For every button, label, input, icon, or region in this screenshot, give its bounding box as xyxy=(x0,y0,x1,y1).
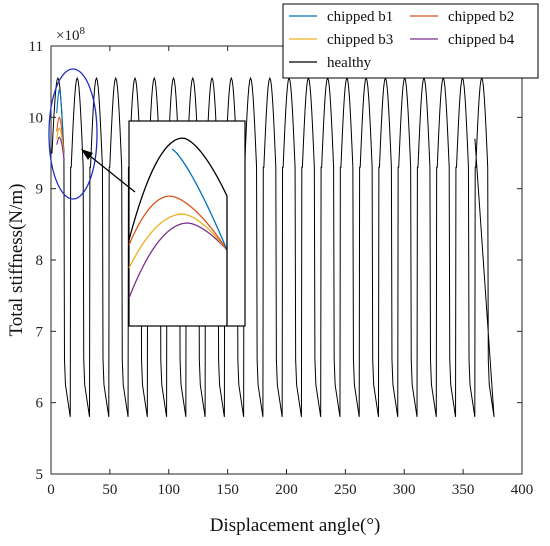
x-tick-label: 400 xyxy=(511,482,534,498)
inset-b2-line xyxy=(128,195,228,251)
y-tick-label: 5 xyxy=(36,467,44,483)
y-tick-label: 6 xyxy=(36,396,44,412)
x-tick-label: 0 xyxy=(47,482,55,498)
legend: chipped b1 chipped b2 chipped b3 chipped b4… xyxy=(282,3,539,79)
callout-arrow xyxy=(84,151,136,193)
legend-label: chipped b2 xyxy=(448,9,514,25)
y-exponent: ×108 xyxy=(56,25,85,44)
x-tick-label: 50 xyxy=(102,482,117,498)
inset-b3-line xyxy=(128,213,228,269)
y-tick-label: 9 xyxy=(36,182,44,198)
series-line-chipped-b4 xyxy=(56,136,65,161)
x-axis-label: Displacement angle(°) xyxy=(210,515,381,536)
y-tick-label: 8 xyxy=(36,253,44,269)
y-tick-label: 10 xyxy=(28,110,43,126)
highlight-ellipse xyxy=(48,68,98,200)
x-tick-label: 300 xyxy=(393,482,416,498)
inset-b1-line xyxy=(171,148,228,251)
inset-zoom xyxy=(128,120,246,327)
y-axis-label: Total stiffness(N/m) xyxy=(6,184,27,337)
axis-ticks: 0 50 100 150 200 250 300 350 400 5 6 7 8 9 10 11 xyxy=(28,39,533,498)
legend-label: chipped b4 xyxy=(448,32,515,48)
x-tick-label: 150 xyxy=(216,482,239,498)
inset-b4-line xyxy=(128,222,228,299)
legend-label: chipped b1 xyxy=(327,9,393,25)
series-line-chipped-b1 xyxy=(56,88,65,161)
legend-label: healthy xyxy=(327,55,372,71)
healthy-series xyxy=(51,76,495,418)
arrow-head xyxy=(81,149,93,160)
chipped-series xyxy=(56,88,65,161)
x-tick-label: 100 xyxy=(158,482,181,498)
inset-healthy-line xyxy=(128,137,228,241)
x-tick-label: 250 xyxy=(334,482,357,498)
x-tick-label: 200 xyxy=(275,482,298,498)
y-tick-label: 11 xyxy=(29,39,43,55)
healthy-line xyxy=(51,76,495,418)
x-tick-label: 350 xyxy=(452,482,475,498)
y-tick-label: 7 xyxy=(36,324,44,340)
series-line-chipped-b3 xyxy=(56,127,65,161)
legend-label: chipped b3 xyxy=(327,32,393,48)
